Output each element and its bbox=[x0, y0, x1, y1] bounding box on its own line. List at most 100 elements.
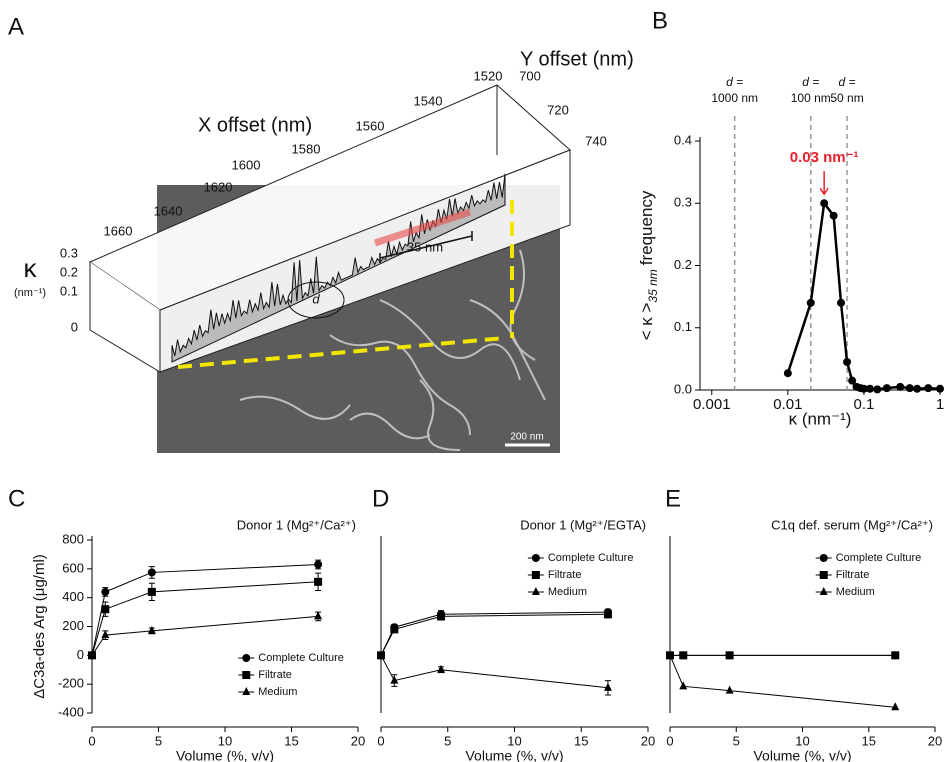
y-tick-label: 800 bbox=[62, 531, 84, 546]
marker bbox=[843, 358, 851, 366]
y-tick-label: 200 bbox=[62, 618, 84, 633]
marker bbox=[883, 384, 891, 392]
x-tick-label: 1 bbox=[936, 396, 944, 413]
legend-label: Complete Culture bbox=[258, 652, 344, 664]
x-offset-tick: 1620 bbox=[204, 179, 233, 194]
legend-marker bbox=[820, 587, 828, 595]
y-axis-label: ΔC3a-des Arg (μg/ml) bbox=[31, 554, 48, 699]
x-offset-tick: 1580 bbox=[292, 141, 321, 156]
legend-marker bbox=[242, 671, 250, 679]
chart-title: Donor 1 (Mg²⁺/EGTA) bbox=[520, 517, 646, 532]
x-axis-label: Volume (%, v/v) bbox=[176, 748, 274, 762]
reference-label: d = bbox=[726, 75, 743, 89]
marker bbox=[437, 665, 445, 673]
x-tick-label: 0 bbox=[377, 733, 384, 748]
x-tick-label: 15 bbox=[574, 733, 588, 748]
y-tick-label: 0.2 bbox=[674, 257, 692, 272]
legend-label: Filtrate bbox=[548, 569, 582, 581]
marker bbox=[936, 385, 944, 393]
legend-label: Complete Culture bbox=[548, 552, 634, 564]
scale-bar-label: 200 nm bbox=[510, 432, 543, 443]
series-line bbox=[92, 616, 318, 655]
marker bbox=[726, 651, 734, 659]
reference-label: d = bbox=[802, 75, 819, 89]
x-axis-label: Volume (%, v/v) bbox=[465, 748, 563, 762]
marker bbox=[148, 588, 156, 596]
marker bbox=[101, 630, 109, 638]
marker bbox=[101, 588, 109, 596]
marker bbox=[314, 611, 322, 619]
x-offset-tick: 1640 bbox=[154, 203, 183, 218]
legend-marker bbox=[820, 571, 828, 579]
legend-marker bbox=[242, 687, 250, 695]
legend-label: Filtrate bbox=[836, 569, 870, 581]
marker bbox=[726, 686, 734, 694]
series-line bbox=[381, 614, 608, 655]
marker bbox=[679, 681, 687, 689]
kappa-label: κ bbox=[24, 253, 38, 283]
y-tick-label: -200 bbox=[58, 676, 84, 691]
marker bbox=[837, 299, 845, 307]
legend-label: Medium bbox=[836, 586, 875, 598]
x-tick-label: 5 bbox=[444, 733, 451, 748]
series-line bbox=[92, 565, 318, 656]
x-offset-tick: 1600 bbox=[232, 157, 261, 172]
d-label: d bbox=[312, 291, 320, 306]
kappa-tick: 0 bbox=[71, 319, 78, 334]
x-offset-tick: 1660 bbox=[104, 223, 133, 238]
x-offset-tick: 1540 bbox=[414, 93, 443, 108]
y-tick-label: 600 bbox=[62, 560, 84, 575]
chart-e: EC1q def. serum (Mg²⁺/Ca²⁺)05101520Volum… bbox=[665, 485, 942, 762]
panel-letter: D bbox=[372, 485, 389, 512]
panel-letter: B bbox=[652, 7, 668, 34]
series-line bbox=[670, 655, 895, 707]
x-tick-label: 0.1 bbox=[853, 396, 874, 413]
marker bbox=[604, 683, 612, 691]
marker bbox=[891, 651, 899, 659]
marker bbox=[820, 199, 828, 207]
y-tick-label: 0 bbox=[77, 647, 84, 662]
y-label-tail: frequency bbox=[637, 190, 656, 265]
x-tick-label: 0.001 bbox=[693, 396, 731, 413]
series-line bbox=[381, 612, 608, 655]
y-offset-tick: 700 bbox=[519, 68, 541, 83]
legend-label: Filtrate bbox=[258, 669, 292, 681]
x-tick-label: 5 bbox=[155, 733, 162, 748]
x-offset-tick: 1520 bbox=[474, 68, 503, 83]
marker bbox=[830, 212, 838, 220]
y-label-sub: 35 nm bbox=[646, 269, 660, 302]
x-tick-label: 5 bbox=[733, 733, 740, 748]
marker bbox=[913, 385, 921, 393]
y-tick-label: 0.3 bbox=[674, 195, 692, 210]
x-tick-label: 10 bbox=[795, 733, 809, 748]
marker bbox=[807, 299, 815, 307]
marker bbox=[784, 369, 792, 377]
y-label-main: < κ > bbox=[637, 303, 656, 341]
panel-letter: A bbox=[8, 13, 24, 40]
reference-label: 1000 nm bbox=[711, 91, 758, 105]
y-offset-tick: 720 bbox=[547, 102, 569, 117]
y-tick-label: 400 bbox=[62, 589, 84, 604]
annotation-arrow bbox=[820, 171, 828, 194]
x-offset-tick: 1560 bbox=[356, 118, 385, 133]
legend-marker bbox=[820, 554, 828, 562]
panel-letter: E bbox=[665, 485, 681, 512]
x-tick-label: 20 bbox=[641, 733, 655, 748]
kappa-tick: 0.1 bbox=[60, 283, 78, 298]
y-offset-tick: 740 bbox=[585, 133, 607, 148]
x-offset-label: X offset (nm) bbox=[198, 114, 312, 136]
kappa-tick: 0.3 bbox=[60, 245, 78, 260]
marker bbox=[437, 612, 445, 620]
series-line bbox=[92, 582, 318, 656]
marker bbox=[906, 384, 914, 392]
kappa-unit: (nm⁻¹) bbox=[14, 287, 46, 299]
y-tick-label: 0.4 bbox=[674, 132, 692, 147]
x-tick-label: 15 bbox=[284, 733, 298, 748]
legend-marker bbox=[242, 654, 250, 662]
marker bbox=[314, 578, 322, 586]
marker bbox=[604, 610, 612, 618]
y-tick-label: 0.1 bbox=[674, 319, 692, 334]
x-tick-label: 0 bbox=[88, 733, 95, 748]
x-tick-label: 20 bbox=[351, 733, 365, 748]
y-offset-label: Y offset (nm) bbox=[520, 48, 634, 70]
